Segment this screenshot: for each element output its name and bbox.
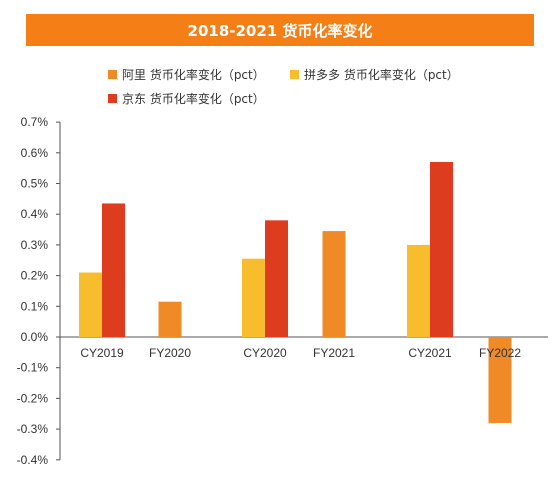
x-tick-label: CY2020 [243,346,287,360]
chart-title: 2018-2021 货币化率变化 [26,14,534,46]
legend-item-jd: 京东 货币化率变化（pct） [108,90,265,107]
x-tick-label: CY2019 [80,346,124,360]
x-tick-label: FY2022 [479,346,521,360]
bar-alibaba-fy2020 [158,301,182,337]
y-tick-label: 0.6% [21,146,49,160]
y-tick-label: 0.0% [21,330,49,344]
x-tick-label: FY2021 [313,346,355,360]
y-tick-label: 0.7% [21,115,49,129]
bar-alibaba-fy2021 [322,231,346,337]
y-tick-label: -0.1% [17,361,49,375]
y-tick-label: 0.4% [21,207,49,221]
legend-label-pinduoduo: 拼多多 货币化率变化（pct） [304,68,459,82]
y-tick-label: -0.2% [17,391,49,405]
legend-swatch-alibaba [108,70,117,79]
legend-item-alibaba: 阿里 货币化率变化（pct） [108,66,265,83]
bar-alibaba-fy2022 [488,337,512,423]
x-tick-label: FY2020 [149,346,191,360]
y-tick-label: 0.1% [21,299,49,313]
x-tick-label: CY2021 [408,346,452,360]
bar-jd-cy2020 [265,220,288,337]
y-tick-label: 0.3% [21,238,49,252]
legend-item-pinduoduo: 拼多多 货币化率变化（pct） [290,66,459,83]
legend-label-alibaba: 阿里 货币化率变化（pct） [122,68,265,82]
bar-jd-cy2019 [102,203,125,337]
legend-label-jd: 京东 货币化率变化（pct） [122,92,265,106]
y-tick-label: 0.2% [21,269,49,283]
legend-swatch-jd [108,94,117,103]
y-tick-label: -0.3% [17,422,49,436]
bar-pinduoduo-cy2021 [407,244,430,337]
bar-pinduoduo-cy2020 [242,258,265,337]
y-tick-label: 0.5% [21,177,49,191]
y-tick-label: -0.4% [17,453,49,467]
bar-pinduoduo-cy2019 [79,272,102,337]
legend-swatch-pinduoduo [290,70,299,79]
bar-jd-cy2021 [430,162,453,337]
